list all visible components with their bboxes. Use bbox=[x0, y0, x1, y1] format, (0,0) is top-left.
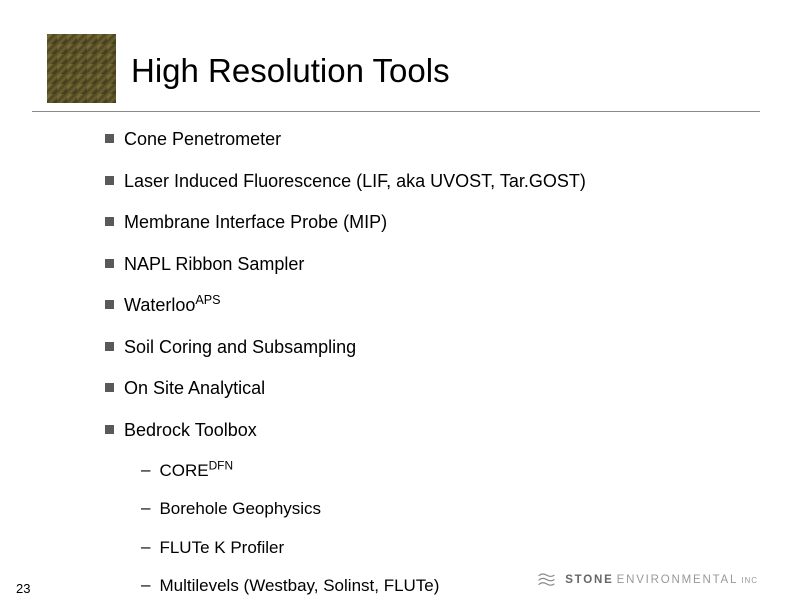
sub-list-item: –Borehole Geophysics bbox=[141, 498, 735, 519]
list-item: On Site Analytical bbox=[105, 377, 735, 400]
brand-logo: STONE ENVIRONMENTAL INC bbox=[536, 569, 758, 590]
dash-icon: – bbox=[141, 498, 150, 518]
list-item-text: On Site Analytical bbox=[124, 377, 265, 400]
sub-list-item: –FLUTe K Profiler bbox=[141, 537, 735, 558]
dash-icon: – bbox=[141, 575, 150, 595]
horizontal-rule bbox=[32, 111, 760, 112]
bullet-square-icon bbox=[105, 342, 114, 351]
list-item-text: Membrane Interface Probe (MIP) bbox=[124, 211, 387, 234]
header-image bbox=[47, 34, 116, 103]
bullet-square-icon bbox=[105, 425, 114, 434]
brand-icon bbox=[536, 569, 557, 590]
list-item-text: NAPL Ribbon Sampler bbox=[124, 253, 304, 276]
bullet-square-icon bbox=[105, 217, 114, 226]
sub-list-item-text: COREDFN bbox=[159, 460, 233, 481]
bullet-square-icon bbox=[105, 134, 114, 143]
sub-list-item-text: FLUTe K Profiler bbox=[159, 537, 284, 558]
bullet-square-icon bbox=[105, 383, 114, 392]
list-item-text: WaterlooAPS bbox=[124, 294, 221, 317]
list-item: NAPL Ribbon Sampler bbox=[105, 253, 735, 276]
brand-text: STONE ENVIRONMENTAL INC bbox=[565, 574, 758, 586]
page-number: 23 bbox=[16, 581, 30, 596]
sub-list-item-text: Borehole Geophysics bbox=[159, 498, 321, 519]
list-item: Bedrock Toolbox bbox=[105, 419, 735, 442]
list-item-text: Soil Coring and Subsampling bbox=[124, 336, 356, 359]
list-item: Soil Coring and Subsampling bbox=[105, 336, 735, 359]
bullet-square-icon bbox=[105, 259, 114, 268]
bullet-square-icon bbox=[105, 300, 114, 309]
bullet-square-icon bbox=[105, 176, 114, 185]
bullet-list: Cone Penetrometer Laser Induced Fluoresce… bbox=[105, 128, 735, 613]
list-item: Cone Penetrometer bbox=[105, 128, 735, 151]
list-item: WaterlooAPS bbox=[105, 294, 735, 317]
brand-light: ENVIRONMENTAL bbox=[617, 574, 739, 586]
slide-title: High Resolution Tools bbox=[131, 52, 450, 90]
list-item: Membrane Interface Probe (MIP) bbox=[105, 211, 735, 234]
sub-list-item-text: Multilevels (Westbay, Solinst, FLUTe) bbox=[159, 575, 439, 596]
sub-list-item: –COREDFN bbox=[141, 460, 735, 481]
list-item-text: Laser Induced Fluorescence (LIF, aka UVO… bbox=[124, 170, 586, 193]
brand-inc: INC bbox=[741, 576, 758, 585]
list-item-text: Bedrock Toolbox bbox=[124, 419, 257, 442]
dash-icon: – bbox=[141, 460, 150, 480]
list-item-text: Cone Penetrometer bbox=[124, 128, 281, 151]
list-item: Laser Induced Fluorescence (LIF, aka UVO… bbox=[105, 170, 735, 193]
brand-strong: STONE bbox=[565, 574, 613, 586]
dash-icon: – bbox=[141, 537, 150, 557]
